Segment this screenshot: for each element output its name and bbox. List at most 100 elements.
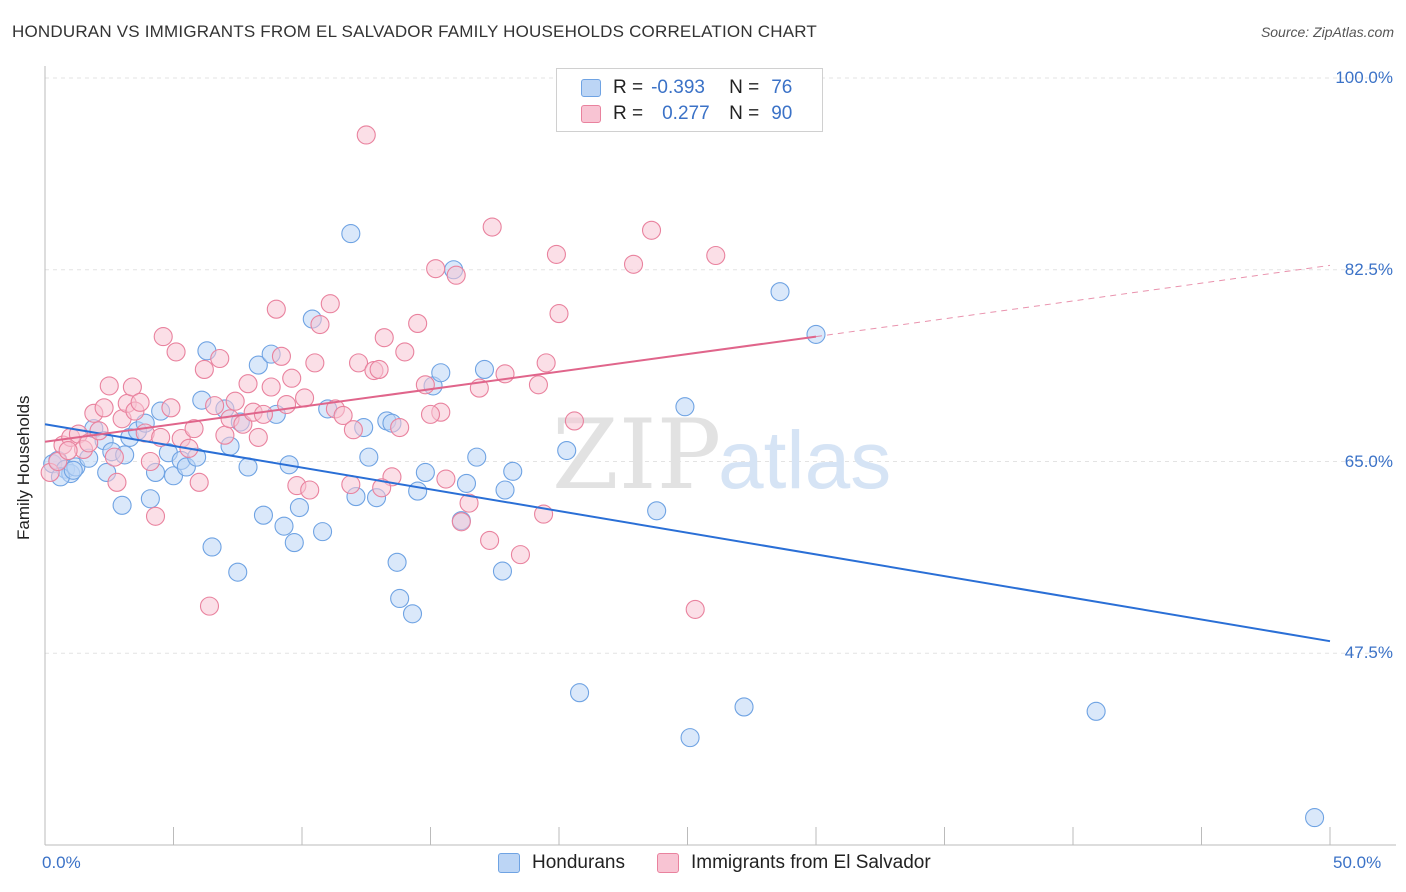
data-point-honduran <box>387 552 407 572</box>
watermark: ZIP atlas <box>552 399 891 511</box>
data-point-honduran <box>313 522 333 542</box>
data-point-el-salvador <box>451 512 471 532</box>
data-point-el-salvador <box>706 245 726 266</box>
data-point-honduran <box>431 363 451 383</box>
data-point-honduran <box>140 489 160 509</box>
legend-n-value: 76 <box>771 77 793 98</box>
data-point-honduran <box>390 588 410 609</box>
data-point-el-salvador <box>130 392 150 412</box>
data-point-el-salvador <box>623 254 644 274</box>
trend-line-hondurans <box>44 423 1331 643</box>
data-point-honduran <box>63 460 83 480</box>
data-point-el-salvador <box>153 327 173 347</box>
data-point-el-salvador <box>107 472 127 492</box>
data-point-el-salvador <box>641 220 662 240</box>
legend-r-label: R = <box>613 103 644 124</box>
legend-r-value: -0.393 <box>651 77 705 98</box>
source-label: Source: ZipAtlas.com <box>1260 24 1394 40</box>
data-point-honduran <box>680 728 700 748</box>
data-point-el-salvador <box>408 313 428 333</box>
data-point-el-salvador <box>145 506 166 526</box>
y-tick-label: 100.0% <box>1335 68 1393 87</box>
data-point-honduran <box>112 495 132 515</box>
data-point-el-salvador <box>199 596 220 616</box>
data-point-honduran <box>202 537 222 557</box>
data-point-honduran <box>408 481 428 501</box>
series-label-hondurans: Hondurans <box>532 852 625 873</box>
data-point-el-salvador <box>161 398 181 418</box>
data-point-honduran <box>359 447 379 467</box>
data-point-el-salvador <box>372 478 392 498</box>
series-legend-el-salvador[interactable]: Immigrants from El Salvador <box>657 852 931 874</box>
data-point-el-salvador <box>480 530 500 550</box>
data-point-el-salvador <box>215 425 235 445</box>
data-point-el-salvador <box>482 217 502 237</box>
legend-n-value: 90 <box>771 103 793 124</box>
chart-title: HONDURAN VS IMMIGRANTS FROM EL SALVADOR … <box>12 22 817 41</box>
data-point-el-salvador <box>549 304 569 324</box>
data-point-el-salvador <box>266 299 286 319</box>
data-point-el-salvador <box>374 328 394 348</box>
data-point-honduran <box>284 533 304 553</box>
series-legend-hondurans[interactable]: Hondurans <box>498 852 625 874</box>
grid-lines <box>45 77 1390 654</box>
data-point-el-salvador <box>546 244 566 264</box>
data-point-el-salvador <box>436 469 456 489</box>
legend-swatch-hondurans <box>581 79 601 97</box>
data-point-honduran <box>238 457 258 477</box>
series-label-el-salvador: Immigrants from El Salvador <box>691 852 931 873</box>
data-point-el-salvador <box>282 368 302 388</box>
data-point-el-salvador <box>151 427 171 447</box>
legend-row-hondurans: R = -0.393 N = 76 <box>581 77 792 99</box>
data-point-el-salvador <box>426 259 446 279</box>
data-point-el-salvador <box>194 359 214 380</box>
axes <box>44 66 1396 846</box>
data-point-el-salvador <box>420 404 441 424</box>
data-point-honduran <box>734 697 754 717</box>
data-point-el-salvador <box>343 420 363 440</box>
legend-r-value: 0.277 <box>662 103 710 124</box>
data-point-el-salvador <box>189 472 209 492</box>
legend-row-el-salvador: R = 0.277 N = 90 <box>581 103 792 125</box>
data-point-el-salvador <box>320 294 340 314</box>
data-point-el-salvador <box>140 451 160 472</box>
watermark-atlas: atlas <box>718 415 891 506</box>
legend-n-label: N = <box>729 77 760 98</box>
data-point-el-salvador <box>685 599 705 619</box>
data-point-el-salvador <box>253 404 274 424</box>
y-axis-label: Family Households <box>14 395 33 540</box>
data-point-honduran <box>289 497 309 518</box>
data-point-el-salvador <box>295 388 315 408</box>
data-point-el-salvador <box>99 376 119 396</box>
data-point-el-salvador <box>184 419 204 439</box>
data-point-honduran <box>467 447 487 467</box>
data-point-honduran <box>647 501 667 521</box>
data-point-el-salvador <box>271 346 291 366</box>
data-point-el-salvador <box>225 391 245 411</box>
x-tick-max: 50.0% <box>1333 853 1382 872</box>
data-point-honduran <box>675 397 695 417</box>
data-point-el-salvador <box>261 377 281 397</box>
data-point-el-salvador <box>446 265 466 285</box>
data-point-honduran <box>503 461 523 481</box>
x-tick-min: 0.0% <box>42 853 81 872</box>
data-point-honduran <box>770 282 790 302</box>
data-point-el-salvador <box>58 440 78 461</box>
data-point-el-salvador <box>341 474 361 495</box>
data-point-el-salvador <box>104 447 124 467</box>
data-point-el-salvador <box>277 394 297 415</box>
data-point-el-salvador <box>310 314 330 335</box>
data-point-honduran <box>274 516 294 536</box>
data-point-el-salvador <box>300 480 320 500</box>
legend-r-label: R = <box>613 77 644 98</box>
data-point-el-salvador <box>348 353 369 373</box>
data-point-honduran <box>253 505 274 525</box>
data-point-honduran <box>402 604 423 624</box>
data-point-el-salvador <box>369 359 389 380</box>
series-swatch-hondurans <box>498 853 520 873</box>
data-point-el-salvador <box>333 405 353 426</box>
y-tick-label: 65.0% <box>1344 451 1393 471</box>
data-point-el-salvador <box>390 417 410 438</box>
legend-n-label: N = <box>729 103 760 124</box>
